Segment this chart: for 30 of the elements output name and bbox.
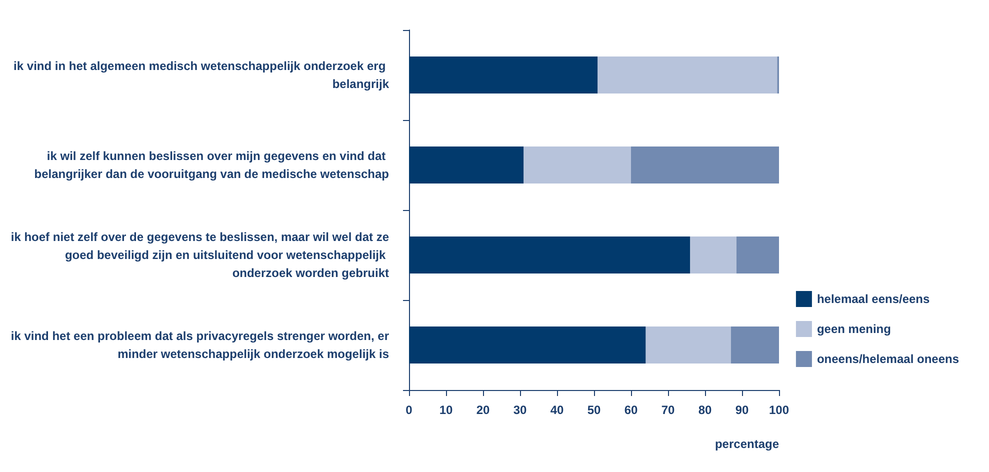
x-tick-label: 70 [661,403,675,417]
bar [409,236,690,274]
bar [631,146,779,184]
bar [524,146,631,184]
y-tick-label: ik vind het een probleem dat als privacyregels strenger worden, er minder wetenschappelijk onderzoek mogelijk is [10,329,390,361]
x-tick-label: 40 [550,403,564,417]
x-tick-label: 100 [768,403,790,417]
legend-label: oneens/helemaal oneens [816,352,960,366]
x-tick-label: 90 [735,403,749,417]
y-tick-label: ik hoef niet zelf over de gegevens te beslissen, maar wil wel dat ze goed beveiligd zijn en uitsluitend voor wetenschappelijk onderzoek worden gebruikt [10,230,390,280]
legend-label: helemaal eens/eens [816,292,930,306]
x-tick-label: 50 [587,403,601,417]
x-tick-label: 20 [476,403,490,417]
bar [598,56,778,94]
x-tick-label: 60 [624,403,638,417]
x-tick-label: 80 [698,403,712,417]
legend-label: geen mening [816,322,891,336]
bar [409,146,524,184]
bar [690,236,736,274]
y-tick-label: ik vind in het algemeen medisch wetenschappelijk onderzoek erg belangrijk [14,59,390,91]
x-tick-label: 0 [406,403,413,417]
x-axis-title: percentage [714,437,780,451]
bar [736,236,779,274]
bar [409,56,598,94]
bar [730,326,779,364]
bar [409,326,646,364]
bar [646,326,731,364]
y-tick-label: ik wil zelf kunnen beslissen over mijn gegevens en vind dat belangrijker dan de vooruitgang van de medische wetenschap [34,149,389,181]
x-tick-label: 30 [513,403,527,417]
x-tick-label: 10 [439,403,453,417]
